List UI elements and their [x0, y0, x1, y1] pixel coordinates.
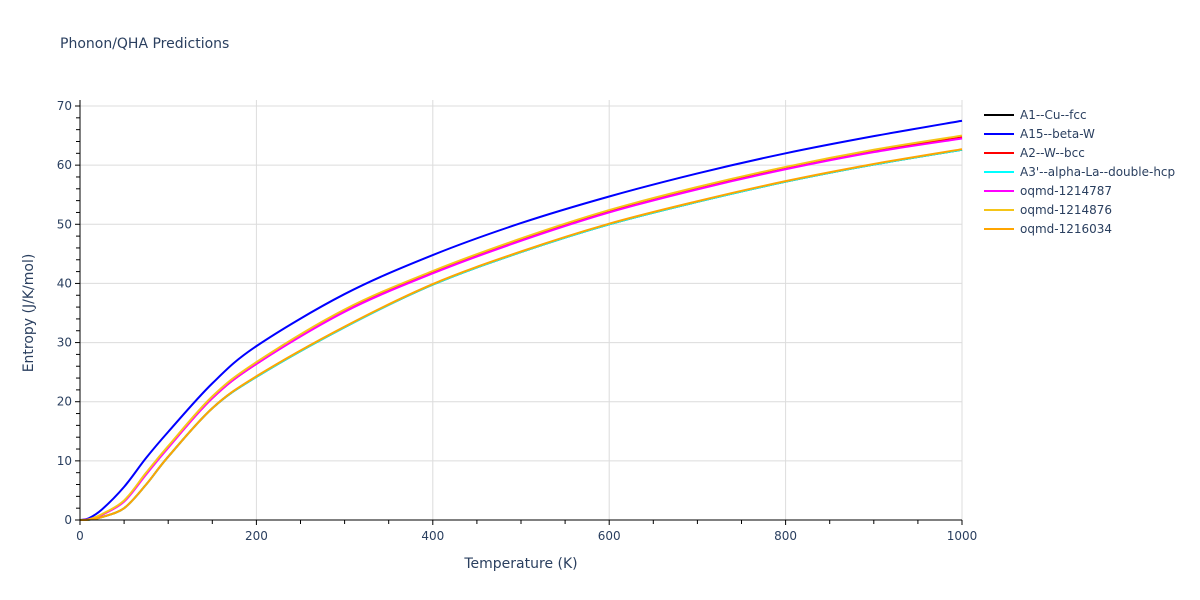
- series-line: [79, 119, 963, 521]
- legend-label: A1--Cu--fcc: [1020, 107, 1087, 122]
- legend-line-icon: [984, 113, 1014, 116]
- legend-item[interactable]: A15--beta-W: [984, 124, 1175, 143]
- series-line: [79, 134, 963, 522]
- legend-item[interactable]: A2--W--bcc: [984, 143, 1175, 162]
- series-line: [79, 136, 963, 522]
- legend-item[interactable]: oqmd-1214787: [984, 181, 1175, 200]
- y-tick-label: 60: [57, 158, 72, 172]
- x-axis-title: Temperature (K): [463, 556, 577, 572]
- x-tick-label: 400: [421, 529, 444, 543]
- y-tick-label: 30: [57, 336, 72, 350]
- series-line: [79, 148, 963, 522]
- legend-line-icon: [984, 189, 1014, 192]
- legend-label: oqmd-1214787: [1020, 183, 1113, 198]
- x-tick-label: 1000: [947, 529, 978, 543]
- legend: A1--Cu--fcc A15--beta-W A2--W--bcc A3'--alp…: [984, 105, 1175, 238]
- y-tick-label: 10: [57, 454, 72, 468]
- series-line: [79, 148, 963, 522]
- x-tick-label: 600: [598, 529, 621, 543]
- legend-line-icon: [984, 170, 1014, 173]
- y-tick-label: 20: [57, 395, 72, 409]
- legend-item[interactable]: oqmd-1214876: [984, 200, 1175, 219]
- x-tick-label: 200: [245, 529, 268, 543]
- y-tick-label: 50: [57, 217, 72, 231]
- x-tick-label: 800: [774, 529, 797, 543]
- y-tick-label: 70: [57, 99, 72, 113]
- legend-item[interactable]: A3'--alpha-La--double-hcp: [984, 162, 1175, 181]
- legend-label: A15--beta-W: [1020, 126, 1095, 141]
- chart-title: Phonon/QHA Predictions: [60, 36, 230, 52]
- legend-label: oqmd-1216034: [1020, 221, 1113, 236]
- legend-label: A3'--alpha-La--double-hcp: [1020, 164, 1176, 179]
- x-tick-label: 0: [76, 529, 84, 543]
- legend-label: oqmd-1214876: [1020, 202, 1113, 217]
- y-tick-label: 0: [64, 513, 72, 527]
- legend-item[interactable]: A1--Cu--fcc: [984, 105, 1175, 124]
- legend-label: A2--W--bcc: [1020, 145, 1085, 160]
- legend-line-icon: [984, 227, 1014, 230]
- series-line: [79, 137, 963, 522]
- y-tick-label: 40: [57, 276, 72, 290]
- data-curves: [79, 119, 963, 522]
- legend-item[interactable]: oqmd-1216034: [984, 219, 1175, 238]
- legend-line-icon: [984, 208, 1014, 211]
- y-axis-title: Entropy (J/K/mol): [21, 254, 37, 373]
- axes: 0 10 20 30 40 50 60 70 0 200 400 600 800 1000: [57, 99, 978, 543]
- series-line: [79, 148, 963, 522]
- legend-line-icon: [984, 132, 1014, 135]
- legend-line-icon: [984, 151, 1014, 154]
- gridlines: [80, 100, 963, 520]
